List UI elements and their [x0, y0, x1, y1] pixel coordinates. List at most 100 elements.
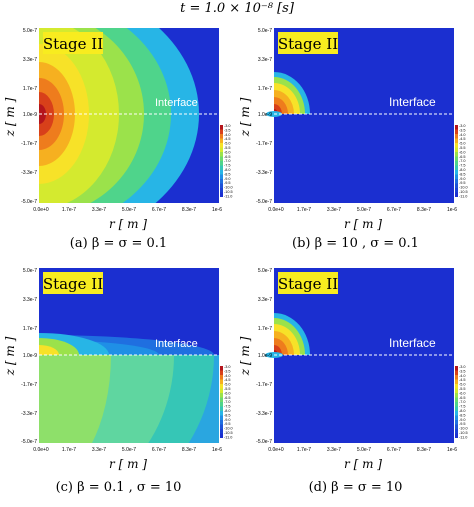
contour-plot-c: Interface Stage II 5.0e-7 3.3e-7 1.7e-7 …	[3, 268, 233, 471]
colorbar-tick: -7.5	[459, 164, 466, 168]
colorbar-tick: -3.5	[459, 128, 466, 132]
colorbar-tick: -7.0	[459, 159, 466, 163]
colorbar-tick: -7.0	[224, 159, 231, 163]
colorbar-tick: -5.5	[224, 146, 231, 150]
colorbar: -3.0 -3.5 -4.0 -4.5 -5.0 -5.5 -6.0 -6.5 …	[455, 124, 468, 198]
colorbar-tick: -8.0	[459, 409, 466, 413]
colorbar-tick: -4.5	[224, 137, 231, 141]
interface-label: Interface	[155, 97, 198, 109]
colorbar-tick: -6.0	[224, 150, 231, 154]
y-tick: 1.0e-9	[258, 112, 272, 118]
x-tick: 5.0e-7	[122, 447, 136, 453]
x-tick: 3.3e-7	[92, 447, 106, 453]
colorbar-tick: -8.5	[459, 172, 466, 176]
x-axis-label: r [ m ]	[109, 217, 147, 231]
y-tick: -5.0e-7	[256, 199, 272, 205]
x-tick: 0.0e+0	[33, 207, 49, 213]
colorbar-tick: -9.0	[224, 418, 231, 422]
contour-plot-d: Interface Stage II 5.0e-7 3.3e-7 1.7e-7 …	[238, 268, 468, 471]
colorbar-tick: -6.0	[459, 150, 466, 154]
y-tick: 1.0e-9	[23, 353, 37, 359]
stage-label: Stage II	[43, 35, 103, 53]
colorbar-tick: -3.0	[224, 365, 231, 369]
colorbar-tick: -6.0	[459, 391, 466, 395]
y-tick: 3.3e-7	[258, 297, 272, 303]
y-tick: 3.3e-7	[23, 297, 37, 303]
y-axis-label: z [ m ]	[238, 336, 252, 376]
y-tick: 1.0e-9	[23, 112, 37, 118]
colorbar-tick: -9.5	[459, 422, 466, 426]
panel-a: Interface Stage II 5.0e-7 3.3e-7 1.7e-7 …	[0, 14, 237, 265]
panel-d: Interface Stage II 5.0e-7 3.3e-7 1.7e-7 …	[237, 256, 474, 507]
x-tick: 1e-6	[212, 447, 222, 453]
stage-box	[278, 272, 338, 294]
y-tick: 3.3e-7	[258, 57, 272, 63]
x-tick: 1e-6	[447, 447, 457, 453]
colorbar-tick: -4.0	[459, 133, 466, 137]
colorbar: -3.0 -3.5 -4.0 -4.5 -5.0 -5.5 -6.0 -6.5 …	[455, 365, 468, 439]
colorbar-tick: -8.0	[224, 168, 231, 172]
colorbar-tick: -3.5	[224, 369, 231, 373]
panel-b: Interface Stage II 5.0e-7 3.3e-7 1.7e-7 …	[237, 14, 474, 265]
y-tick: -5.0e-7	[256, 439, 272, 445]
stage-label: Stage II	[278, 35, 338, 53]
contour-plot-b: Interface Stage II 5.0e-7 3.3e-7 1.7e-7 …	[238, 28, 468, 231]
colorbar-tick: -9.0	[459, 177, 466, 181]
panel-c: Interface Stage II 5.0e-7 3.3e-7 1.7e-7 …	[0, 256, 237, 507]
stage-label: Stage II	[43, 275, 103, 293]
x-tick: 5.0e-7	[122, 207, 136, 213]
colorbar-tick: -5.0	[224, 142, 231, 146]
panel-caption: (a) β = σ = 0.1	[69, 236, 168, 251]
colorbar-tick: -6.5	[459, 155, 466, 159]
colorbar-tick: -10.5	[224, 190, 233, 194]
colorbar-tick: -4.0	[459, 374, 466, 378]
colorbar: -3.0 -3.5 -4.0 -4.5 -5.0 -5.5 -6.0 -6.5 …	[220, 365, 233, 439]
panel-caption: (d) β = σ = 10	[308, 480, 403, 495]
colorbar-tick: -8.0	[459, 168, 466, 172]
colorbar-tick: -7.5	[224, 405, 231, 409]
x-tick: 0.0e+0	[268, 447, 284, 453]
colorbar-tick: -3.0	[459, 365, 466, 369]
colorbar-tick: -6.0	[224, 391, 231, 395]
x-axis-label: r [ m ]	[344, 217, 382, 231]
x-tick: 6.7e-7	[152, 447, 166, 453]
colorbar-tick: -5.0	[224, 383, 231, 387]
colorbar-tick: -5.0	[459, 142, 466, 146]
y-tick: -5.0e-7	[21, 439, 37, 445]
colorbar-tick: -9.5	[224, 181, 231, 185]
y-tick: -5.0e-7	[21, 199, 37, 205]
colorbar-tick: -9.5	[224, 422, 231, 426]
x-tick: 1.7e-7	[297, 207, 311, 213]
x-tick: 1.7e-7	[62, 207, 76, 213]
x-tick: 3.3e-7	[92, 207, 106, 213]
y-tick: 1.0e-9	[258, 353, 272, 359]
colorbar-tick: -5.5	[459, 387, 466, 391]
colorbar-tick: -4.5	[224, 378, 231, 382]
y-axis-label: z [ m ]	[3, 97, 17, 137]
interface-label: Interface	[389, 336, 436, 350]
y-tick: -3.3e-7	[21, 411, 37, 417]
colorbar-tick: -10.5	[459, 190, 468, 194]
x-tick: 8.3e-7	[182, 207, 196, 213]
colorbar-tick: -11.0	[459, 194, 467, 198]
y-tick: -3.3e-7	[256, 411, 272, 417]
y-tick: -1.7e-7	[256, 141, 272, 147]
colorbar: -3.0 -3.5 -4.0 -4.5 -5.0 -5.5 -6.0 -6.5 …	[220, 124, 233, 198]
colorbar-tick: -4.5	[459, 378, 466, 382]
x-tick: 8.3e-7	[417, 447, 431, 453]
colorbar-tick: -9.0	[224, 177, 231, 181]
y-tick: -1.7e-7	[21, 382, 37, 388]
stage-label: Stage II	[278, 275, 338, 293]
colorbar-tick: -8.0	[224, 409, 231, 413]
colorbar-tick: -6.5	[459, 396, 466, 400]
y-tick: 5.0e-7	[23, 268, 37, 274]
colorbar-tick: -4.0	[224, 133, 231, 137]
colorbar-tick: -9.5	[459, 181, 466, 185]
colorbar-tick: -3.0	[459, 124, 466, 128]
x-tick: 3.3e-7	[327, 447, 341, 453]
y-tick: 1.7e-7	[258, 326, 272, 332]
y-tick: -3.3e-7	[21, 170, 37, 176]
colorbar-tick: -5.5	[459, 146, 466, 150]
figure-title: t = 1.0 × 10⁻⁸ [s]	[180, 1, 294, 16]
colorbar-tick: -8.5	[224, 413, 231, 417]
